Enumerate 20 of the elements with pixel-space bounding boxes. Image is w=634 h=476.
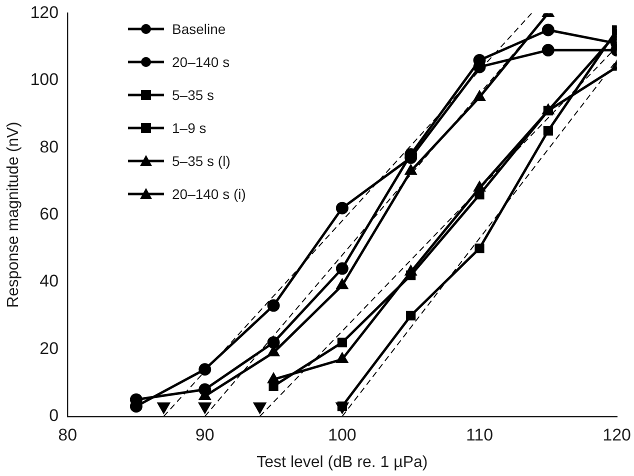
y-axis-title: Response magnitude (nV) bbox=[5, 122, 22, 308]
y-tick-label: 0 bbox=[49, 406, 59, 426]
y-tick-label: 60 bbox=[40, 204, 59, 224]
legend-label: 5–35 s (l) bbox=[172, 152, 230, 168]
x-tick-label: 110 bbox=[466, 425, 494, 444]
x-tick-label: 120 bbox=[602, 425, 632, 444]
legend-label: 5–35 s bbox=[172, 86, 214, 102]
x-tick-label: 80 bbox=[58, 425, 78, 444]
legend-label: 20–140 s (i) bbox=[172, 186, 246, 202]
y-tick-label: 40 bbox=[40, 272, 59, 291]
x-tick-label: 100 bbox=[328, 425, 356, 444]
y-tick-label: 120 bbox=[30, 2, 59, 22]
y-tick-label: 20 bbox=[40, 338, 59, 358]
legend-label: 20–140 s bbox=[172, 54, 230, 70]
y-tick-label: 100 bbox=[30, 70, 59, 90]
legend-label: 1–9 s bbox=[172, 120, 206, 136]
y-tick-label: 80 bbox=[40, 137, 59, 156]
x-tick-label: 90 bbox=[195, 425, 214, 444]
x-axis-title: Test level (dB re. 1 µPa) bbox=[256, 454, 428, 471]
legend-label: Baseline bbox=[172, 20, 226, 36]
